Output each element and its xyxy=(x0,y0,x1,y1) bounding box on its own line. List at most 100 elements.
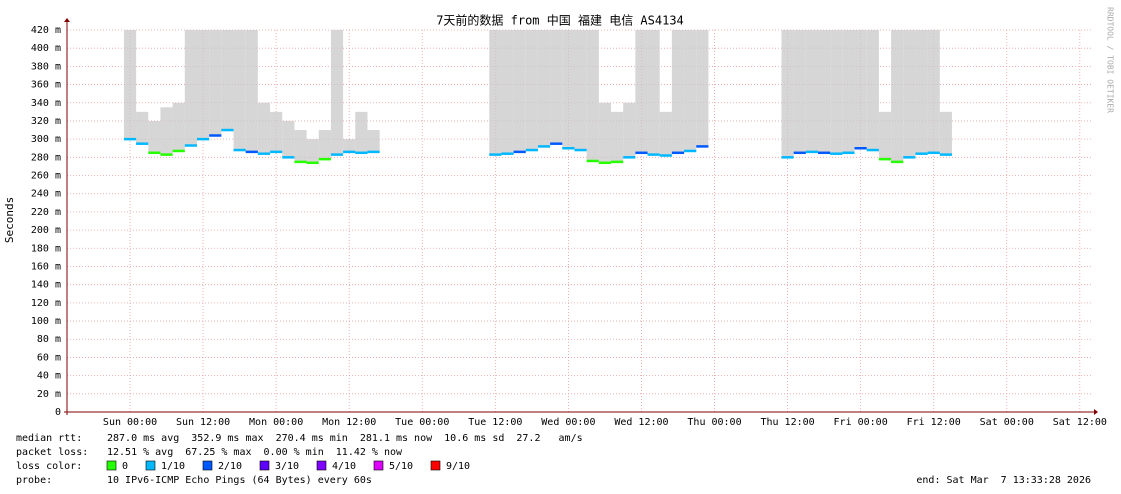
legend-swatch xyxy=(373,460,384,471)
smoke xyxy=(805,30,819,152)
y-tick-label: 80 m xyxy=(37,334,61,345)
x-tick-label: Wed 12:00 xyxy=(614,417,668,428)
footer: median rtt: 287.0 ms avg 352.9 ms max 270… xyxy=(16,433,1091,486)
smoke xyxy=(343,139,356,152)
smoke xyxy=(781,30,794,158)
x-tick-label: Wed 00:00 xyxy=(541,417,595,428)
legend-label: 2/10 xyxy=(218,461,242,472)
y-tick-label: 140 m xyxy=(31,280,61,291)
y-tick-label: 380 m xyxy=(31,61,61,72)
smoke xyxy=(318,130,331,160)
smoke xyxy=(611,111,624,162)
x-tick-label: Fri 00:00 xyxy=(834,417,888,428)
legend-label: 5/10 xyxy=(389,461,413,472)
plot: 0 20 m 40 m 60 m 80 m 100 m 120 m 140 m 160 m 180… xyxy=(31,18,1107,428)
probe-text: 10 IPv6-ICMP Echo Pings (64 Bytes) every… xyxy=(107,475,372,486)
smoke xyxy=(209,30,222,136)
smoke xyxy=(282,120,295,158)
x-tick-label: Mon 12:00 xyxy=(322,417,376,428)
x-tick-label: Mon 00:00 xyxy=(249,417,303,428)
legend-swatch xyxy=(430,460,441,471)
y-tick-label: 260 m xyxy=(31,171,61,182)
smoke xyxy=(866,30,879,151)
smoke xyxy=(793,30,806,153)
y-axis-label: Seconds xyxy=(3,197,16,243)
smoke xyxy=(270,111,283,152)
smoke xyxy=(671,30,685,153)
smoke xyxy=(623,102,636,158)
y-tick-label: 280 m xyxy=(31,152,61,163)
smoke xyxy=(294,130,307,162)
legend-label: 0 xyxy=(122,461,128,472)
legend-label: 4/10 xyxy=(332,461,356,472)
smoke xyxy=(635,30,648,153)
y-tick-label: 100 m xyxy=(31,316,61,327)
end-time: end: Sat Mar 7 13:33:28 2026 xyxy=(916,475,1091,486)
smoke xyxy=(489,30,502,155)
x-tick-label: Sun 00:00 xyxy=(103,417,157,428)
legend-swatch xyxy=(259,460,270,471)
legend-swatch xyxy=(145,460,156,471)
legend-label: 1/10 xyxy=(161,461,185,472)
x-tick-label: Sat 00:00 xyxy=(980,417,1034,428)
smoke xyxy=(525,30,538,151)
smoke xyxy=(684,30,697,151)
smoke xyxy=(221,30,234,131)
smoke xyxy=(878,111,892,160)
y-tick-label: 400 m xyxy=(31,43,61,54)
smoke xyxy=(598,102,612,163)
y-tick-label: 60 m xyxy=(37,352,61,363)
legend-title: loss color: xyxy=(16,461,82,472)
y-tick-label: 0 xyxy=(55,407,61,418)
axis-arrow xyxy=(1094,409,1098,415)
smoke xyxy=(891,30,904,162)
y-tick-label: 420 m xyxy=(31,25,61,36)
x-tick-label: Fri 12:00 xyxy=(907,417,961,428)
smoke xyxy=(306,139,319,163)
y-tick-label: 340 m xyxy=(31,98,61,109)
smoke xyxy=(696,30,709,147)
axis-arrow xyxy=(64,18,70,22)
smoke xyxy=(842,30,855,153)
x-tick-label: Thu 00:00 xyxy=(687,417,741,428)
legend-label: 9/10 xyxy=(446,461,470,472)
x-tick-label: Thu 12:00 xyxy=(760,417,814,428)
y-tick-label: 220 m xyxy=(31,207,61,218)
stat-label: median rtt: xyxy=(16,433,82,444)
y-tick-label: 160 m xyxy=(31,261,61,272)
smoke xyxy=(927,30,940,153)
smoke xyxy=(245,30,258,152)
y-tick-label: 320 m xyxy=(31,116,61,127)
smoke xyxy=(501,30,514,154)
stat-text: 287.0 ms avg 352.9 ms max 270.4 ms min 2… xyxy=(107,433,583,444)
y-tick-label: 200 m xyxy=(31,225,61,236)
stat-label: packet loss: xyxy=(16,447,88,458)
smoke xyxy=(160,107,173,155)
smoke xyxy=(196,30,210,140)
x-tick-label: Sat 12:00 xyxy=(1053,417,1107,428)
smoke xyxy=(562,30,575,149)
y-tick-label: 120 m xyxy=(31,298,61,309)
smoke xyxy=(939,111,952,155)
smoke xyxy=(647,30,660,155)
smoke xyxy=(574,30,587,151)
smoke xyxy=(123,30,137,140)
smoke xyxy=(148,120,161,153)
smoke xyxy=(830,30,843,154)
legend-swatch xyxy=(316,460,327,471)
smoke xyxy=(818,30,831,153)
y-tick-label: 360 m xyxy=(31,80,61,91)
y-tick-label: 180 m xyxy=(31,243,61,254)
legend-swatch xyxy=(106,460,117,471)
legend-label: 3/10 xyxy=(275,461,299,472)
smoke xyxy=(586,30,599,161)
smoke xyxy=(550,30,563,144)
chart-title: 7天前的数据 from 中国 福建 电信 AS4134 xyxy=(436,13,684,28)
smoke xyxy=(659,111,672,156)
smoke xyxy=(330,30,344,155)
y-tick-label: 300 m xyxy=(31,134,61,145)
legend-swatch xyxy=(202,460,213,471)
smoke xyxy=(915,30,928,154)
